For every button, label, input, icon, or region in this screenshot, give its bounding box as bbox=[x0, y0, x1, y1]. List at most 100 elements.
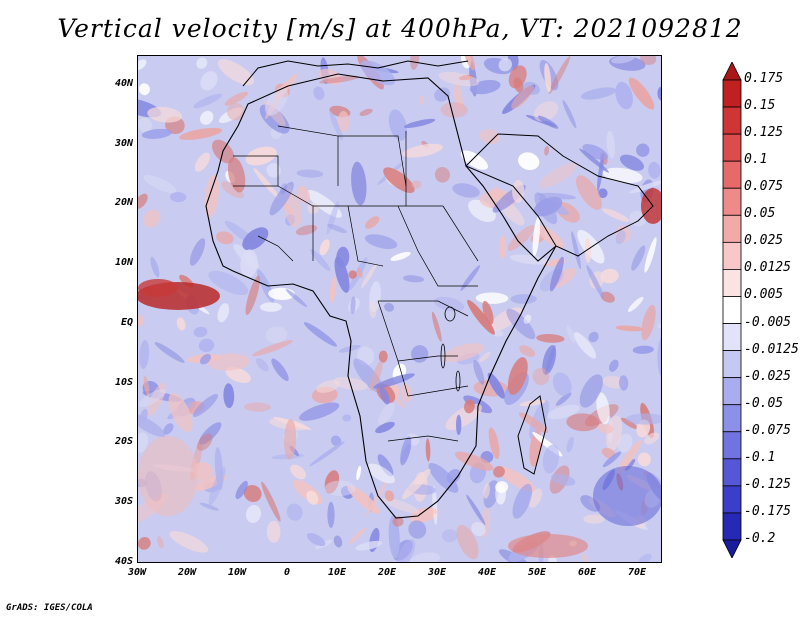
velocity-blob bbox=[199, 502, 219, 511]
velocity-blob bbox=[636, 143, 650, 157]
lat-label: 40S bbox=[114, 556, 133, 567]
velocity-blob bbox=[438, 71, 480, 87]
velocity-blob bbox=[193, 461, 213, 480]
velocity-blob bbox=[482, 300, 494, 325]
velocity-blob bbox=[411, 180, 422, 189]
velocity-blob bbox=[309, 441, 345, 467]
velocity-blob bbox=[260, 302, 282, 312]
velocity-blob bbox=[507, 357, 528, 395]
velocity-blob bbox=[200, 110, 214, 125]
velocity-blob bbox=[420, 507, 438, 515]
colorbar-label: -0.1 bbox=[744, 449, 776, 465]
velocity-blob bbox=[440, 102, 468, 118]
colorbar-segment bbox=[722, 214, 742, 243]
velocity-blob bbox=[637, 452, 651, 467]
velocity-blob bbox=[225, 367, 251, 383]
lon-label: 60E bbox=[577, 567, 597, 578]
velocity-blob bbox=[138, 117, 153, 133]
velocity-blob bbox=[324, 470, 340, 494]
velocity-blob bbox=[375, 421, 395, 434]
velocity-blob bbox=[176, 317, 186, 331]
velocity-blob bbox=[644, 432, 660, 445]
velocity-blob bbox=[138, 413, 166, 437]
velocity-blob bbox=[336, 246, 350, 268]
velocity-blob bbox=[609, 56, 646, 71]
velocity-blob bbox=[552, 372, 572, 396]
lat-label: 20N bbox=[114, 197, 133, 209]
velocity-blob bbox=[403, 275, 425, 283]
velocity-blob bbox=[431, 311, 442, 342]
velocity-blob bbox=[400, 436, 412, 466]
velocity-blob bbox=[544, 62, 552, 93]
country-borders bbox=[233, 125, 479, 442]
colorbar-segment bbox=[722, 62, 742, 81]
velocity-blob bbox=[549, 256, 564, 292]
velocity-blob bbox=[657, 322, 661, 329]
velocity-blob bbox=[627, 296, 644, 312]
velocity-blob bbox=[460, 265, 481, 291]
velocity-blob bbox=[388, 109, 408, 141]
velocity-blob bbox=[296, 185, 311, 204]
velocity-blob bbox=[581, 553, 589, 562]
velocity-blob bbox=[150, 256, 160, 278]
colorbar-label: -0.005 bbox=[744, 314, 791, 330]
velocity-blob bbox=[265, 326, 288, 344]
velocity-blob bbox=[143, 375, 150, 397]
velocity-blob bbox=[253, 168, 280, 199]
velocity-blob bbox=[226, 103, 245, 121]
velocity-blob bbox=[434, 87, 451, 102]
velocity-blob bbox=[330, 435, 342, 447]
velocity-blob bbox=[638, 553, 652, 562]
velocity-blob bbox=[518, 412, 549, 434]
velocity-blob bbox=[446, 468, 461, 484]
velocity-blob bbox=[631, 245, 646, 271]
velocity-blob bbox=[327, 223, 347, 234]
velocity-blob bbox=[555, 392, 572, 406]
colorbar-label: -0.05 bbox=[744, 395, 784, 411]
velocity-blob bbox=[402, 143, 444, 158]
velocity-blob bbox=[615, 325, 644, 332]
velocity-blob bbox=[459, 74, 474, 81]
velocity-blob bbox=[303, 322, 337, 347]
velocity-blob bbox=[433, 296, 465, 312]
velocity-blob bbox=[456, 524, 479, 560]
velocity-blob bbox=[355, 540, 383, 551]
velocity-blob bbox=[265, 87, 288, 116]
velocity-blob bbox=[523, 314, 532, 324]
velocity-blob bbox=[208, 270, 249, 296]
velocity-blob bbox=[467, 299, 495, 335]
lon-label: 10E bbox=[327, 567, 347, 578]
velocity-blob bbox=[384, 302, 395, 312]
colorbar-label: -0.025 bbox=[744, 368, 791, 384]
velocity-blob bbox=[223, 383, 235, 409]
velocity-blob bbox=[364, 216, 380, 229]
colorbar-label: -0.2 bbox=[744, 531, 776, 546]
lat-label: 30N bbox=[114, 137, 133, 149]
velocity-blob bbox=[367, 463, 395, 484]
colorbar-segment bbox=[722, 269, 742, 297]
velocity-blob bbox=[197, 433, 213, 451]
velocity-blob bbox=[319, 239, 330, 256]
velocity-blob bbox=[596, 392, 610, 425]
velocity-blob bbox=[640, 56, 657, 65]
velocity-blob bbox=[582, 144, 609, 160]
velocity-blob bbox=[397, 539, 416, 562]
velocity-blob bbox=[349, 527, 367, 545]
velocity-blob bbox=[319, 75, 360, 84]
velocity-blob bbox=[479, 351, 491, 363]
velocity-blob bbox=[471, 522, 486, 537]
colorbar-label: -0.175 bbox=[744, 503, 791, 519]
lon-label: 70E bbox=[627, 567, 647, 578]
velocity-blob bbox=[204, 174, 220, 218]
velocity-blob bbox=[199, 353, 212, 365]
colorbar-segment bbox=[722, 323, 742, 351]
velocity-blob bbox=[489, 187, 505, 201]
lon-label: 10W bbox=[227, 567, 247, 578]
velocity-blob bbox=[359, 108, 373, 117]
velocity-blob bbox=[329, 110, 343, 141]
velocity-blob bbox=[580, 87, 617, 100]
velocity-blob bbox=[138, 83, 150, 96]
velocity-blob bbox=[334, 256, 350, 293]
velocity-blob bbox=[333, 535, 343, 548]
velocity-blob bbox=[547, 404, 580, 420]
